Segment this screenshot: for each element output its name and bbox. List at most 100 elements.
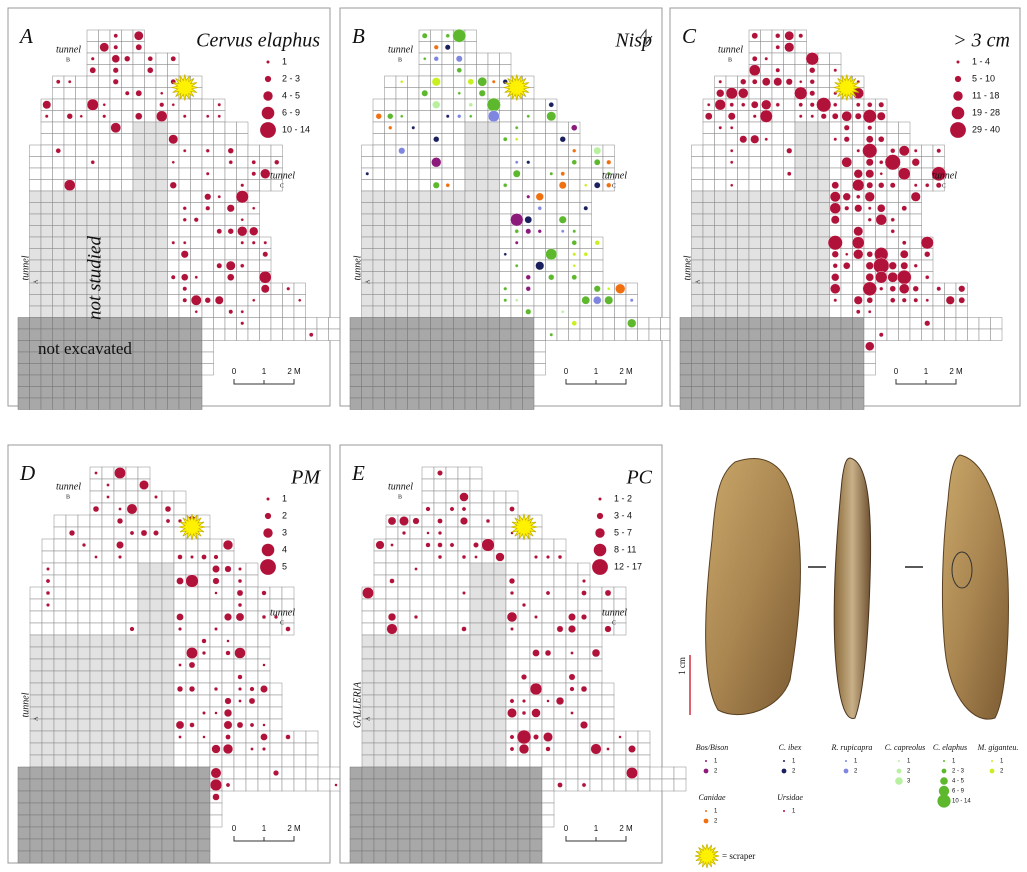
grid-cell — [398, 623, 410, 635]
grid-cell — [374, 623, 386, 635]
grid-cell — [53, 387, 65, 399]
grid-cell — [362, 203, 374, 215]
grid-cell — [99, 387, 111, 399]
grid-cell — [90, 587, 102, 599]
grid-cell — [518, 647, 530, 659]
grid-cell — [225, 329, 237, 341]
grid-cell — [246, 575, 258, 587]
grid-cell — [419, 111, 431, 123]
grid-cell — [488, 214, 500, 226]
grid-cell — [30, 635, 42, 647]
grid-cell — [692, 226, 704, 238]
find-dot — [843, 193, 851, 201]
grid-cell — [454, 168, 466, 180]
grid-cell — [114, 791, 126, 803]
grid-cell — [150, 539, 162, 551]
grid-cell — [488, 272, 500, 284]
grid-cell — [156, 295, 168, 307]
find-dot — [581, 590, 586, 595]
grid-cell — [506, 719, 518, 731]
grid-cell — [270, 743, 282, 755]
grid-cell — [818, 76, 830, 88]
grid-cell — [692, 375, 704, 387]
grid-cell — [122, 122, 134, 134]
grid-cell — [477, 145, 489, 157]
find-dot — [237, 226, 247, 236]
grid-cell — [385, 226, 397, 238]
grid-cell — [42, 767, 54, 779]
grid-cell — [795, 329, 807, 341]
grid-cell — [580, 145, 592, 157]
grid-cell — [703, 260, 715, 272]
grid-cell — [477, 53, 489, 65]
grid-cell — [90, 839, 102, 851]
find-dot — [556, 697, 564, 705]
grid-cell — [408, 226, 420, 238]
grid-cell — [396, 306, 408, 318]
grid-cell — [494, 503, 506, 515]
grid-cell — [138, 731, 150, 743]
grid-cell — [784, 226, 796, 238]
grid-cell — [784, 341, 796, 353]
grid-cell — [470, 707, 482, 719]
species-item: 3 — [907, 779, 911, 785]
grid-cell — [830, 306, 842, 318]
grid-cell — [458, 635, 470, 647]
grid-cell — [795, 364, 807, 376]
grid-cell — [99, 203, 111, 215]
grid-cell — [87, 122, 99, 134]
find-dot — [799, 115, 802, 118]
grid-cell — [518, 851, 530, 863]
find-dot — [510, 699, 514, 703]
grid-cell — [422, 551, 434, 563]
grid-cell — [122, 272, 134, 284]
grid-cell — [398, 743, 410, 755]
grid-cell — [76, 168, 88, 180]
grid-cell — [422, 563, 434, 575]
grid-cell — [248, 329, 260, 341]
grid-cell — [772, 283, 784, 295]
grid-cell — [145, 145, 157, 157]
grid-cell — [887, 329, 899, 341]
scraper-symbol — [179, 514, 205, 540]
species-item: 1 — [1000, 759, 1004, 765]
grid-cell — [933, 329, 945, 341]
grid-cell — [374, 755, 386, 767]
grid-cell — [446, 635, 458, 647]
grid-cell — [500, 53, 512, 65]
grid-cell — [373, 272, 385, 284]
grid-cell — [458, 539, 470, 551]
grid-cell — [99, 88, 111, 100]
find-dot — [94, 471, 97, 474]
grid-cell — [715, 260, 727, 272]
grid-cell — [225, 134, 237, 146]
grid-cell — [168, 145, 180, 157]
grid-cell — [362, 767, 374, 779]
grid-cell — [910, 237, 922, 249]
grid-cell — [126, 551, 138, 563]
grid-cell — [90, 575, 102, 587]
grid-cell — [841, 180, 853, 192]
grid-cell — [422, 623, 434, 635]
grid-cell — [78, 779, 90, 791]
grid-cell — [386, 599, 398, 611]
grid-cell — [162, 587, 174, 599]
grid-cell — [133, 260, 145, 272]
grid-cell — [602, 683, 614, 695]
grid-cell — [590, 707, 602, 719]
grid-cell — [446, 683, 458, 695]
panel-letter: E — [351, 461, 365, 485]
find-dot — [206, 172, 209, 175]
grid-cell — [294, 318, 306, 330]
grid-cell — [174, 635, 186, 647]
grid-cell — [87, 30, 99, 42]
grid-cell — [248, 214, 260, 226]
find-dot — [183, 287, 187, 291]
grid-cell — [830, 341, 842, 353]
grid-cell — [186, 779, 198, 791]
grid-cell — [542, 791, 554, 803]
grid-cell — [592, 318, 604, 330]
grid-cell — [66, 611, 78, 623]
find-dot — [56, 148, 61, 153]
grid-cell — [590, 755, 602, 767]
